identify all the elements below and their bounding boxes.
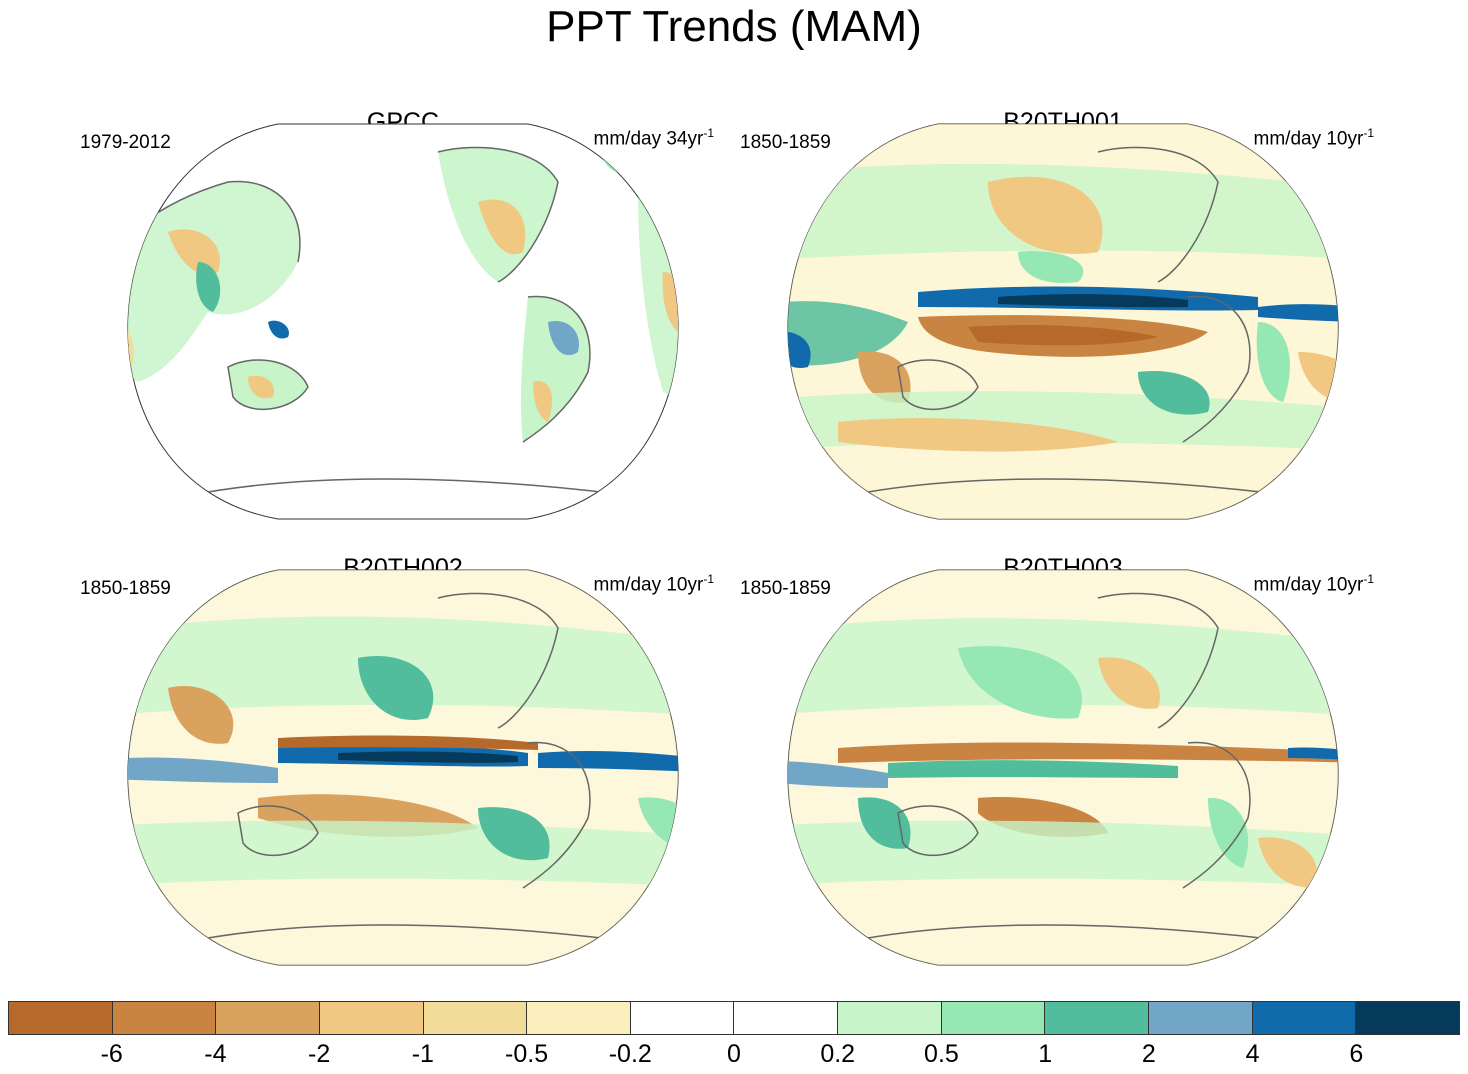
colorbar-swatch	[319, 1002, 424, 1034]
units-label: mm/day 10yr-1	[593, 572, 714, 596]
colorbar-tick-label: 1	[1038, 1040, 1053, 1068]
colorbar-tick-label: 0	[727, 1040, 741, 1068]
colorbar-swatch	[9, 1002, 113, 1034]
colorbar-swatch	[1045, 1002, 1150, 1034]
colorbar-swatch	[112, 1002, 217, 1034]
units-label: mm/day 10yr-1	[1253, 126, 1374, 150]
colorbar-swatch	[1149, 1002, 1253, 1034]
units-label: mm/day 34yr-1	[593, 126, 714, 150]
colorbar-swatch	[941, 1002, 1046, 1034]
colorbar-tick-label: -1	[411, 1040, 434, 1068]
colorbar-tick-label: -6	[100, 1040, 123, 1068]
colorbar-tick-label: -0.2	[608, 1040, 652, 1068]
units-label: mm/day 10yr-1	[1253, 572, 1374, 596]
colorbar-tick-label: 0.2	[820, 1040, 856, 1068]
colorbar-tick-label: 6	[1349, 1040, 1364, 1068]
colorbar-swatch	[1356, 1002, 1459, 1034]
colorbar-swatch	[734, 1002, 839, 1034]
map-panel-b20th003: B20TH003 1850-1859 mm/day 10yr-1	[738, 554, 1388, 968]
colorbar-tick-label: 2	[1141, 1040, 1156, 1068]
colorbar-swatch	[838, 1002, 942, 1034]
colorbar	[8, 1001, 1460, 1035]
colorbar-swatch	[1252, 1002, 1357, 1034]
period-label: 1979-2012	[80, 132, 171, 153]
world-map	[787, 123, 1339, 520]
period-label: 1850-1859	[740, 578, 831, 599]
colorbar-tick-label: 4	[1245, 1040, 1260, 1068]
world-map	[787, 569, 1339, 966]
map-panel-b20th002: B20TH002 1850-1859 mm/day 10yr-1	[78, 554, 728, 968]
period-label: 1850-1859	[740, 132, 831, 153]
period-label: 1850-1859	[80, 578, 171, 599]
colorbar-swatch	[423, 1002, 528, 1034]
colorbar-tick-label: 0.5	[924, 1040, 959, 1068]
map-panel-b20th001: B20TH001 1850-1859 mm/day 10yr-1	[738, 108, 1388, 522]
world-map	[127, 569, 679, 966]
colorbar-tick-label: -0.5	[505, 1040, 549, 1068]
figure-title: PPT Trends (MAM)	[546, 2, 922, 51]
map-panel-gpcc: GPCC 1979-2012 mm/day 34yr-1	[78, 108, 728, 522]
colorbar-swatch	[630, 1002, 735, 1034]
colorbar-swatch	[216, 1002, 320, 1034]
colorbar-tick-label: -4	[204, 1040, 227, 1068]
world-map	[127, 123, 679, 520]
colorbar-tick-label: -2	[308, 1040, 331, 1068]
colorbar-swatch	[527, 1002, 631, 1034]
